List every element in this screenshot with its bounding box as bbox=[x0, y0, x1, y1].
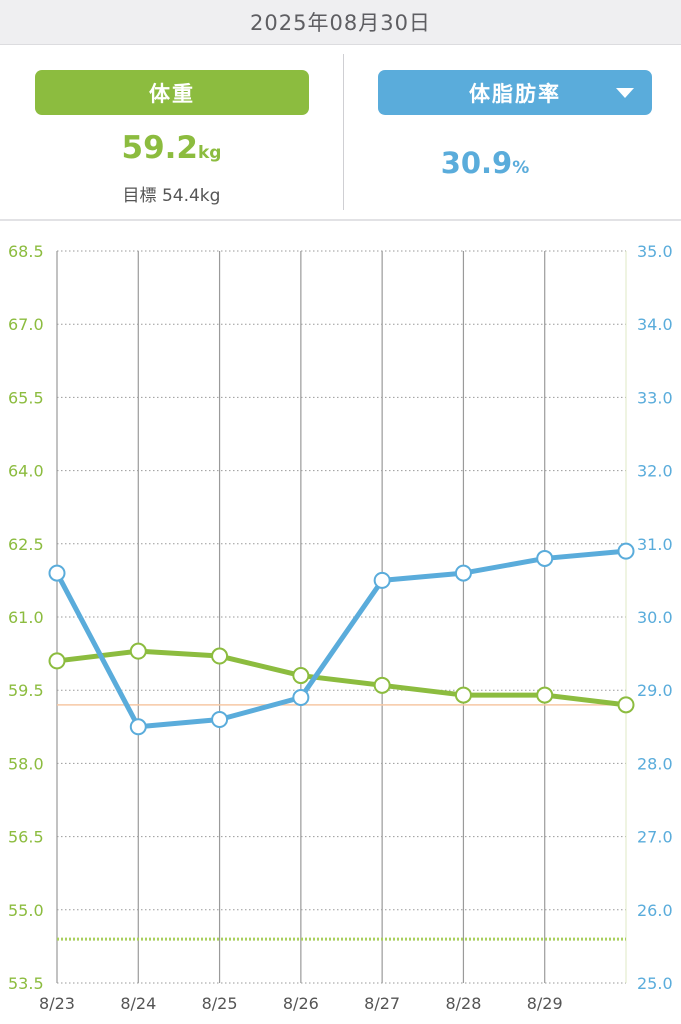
y-right-tick-label: 31.0 bbox=[637, 535, 673, 554]
x-tick-label: 8/28 bbox=[445, 994, 481, 1013]
weight-number: 59.2 bbox=[121, 130, 199, 166]
body-fat-value: 30.9% bbox=[317, 146, 653, 180]
y-right-tick-label: 26.0 bbox=[637, 901, 673, 920]
weight-button[interactable]: 体重 bbox=[35, 70, 309, 115]
weight-value: 59.2kg bbox=[0, 130, 343, 166]
weight-data-point bbox=[617, 696, 635, 714]
weight-panel: 体重 59.2kg 目標 54.4kg bbox=[0, 45, 343, 219]
y-left-tick-label: 58.0 bbox=[8, 754, 44, 773]
y-left-tick-label: 64.0 bbox=[8, 462, 44, 481]
weight-data-point bbox=[454, 686, 472, 704]
y-right-tick-label: 25.0 bbox=[637, 974, 673, 993]
y-right-tick-label: 30.0 bbox=[637, 608, 673, 627]
weight-button-label: 体重 bbox=[149, 81, 195, 106]
y-left-tick-label: 56.5 bbox=[8, 828, 44, 847]
fat-data-point bbox=[48, 564, 66, 582]
panel-divider bbox=[343, 54, 344, 210]
fat-data-point bbox=[211, 710, 229, 728]
fat-series-line bbox=[54, 548, 629, 730]
weight-data-point bbox=[292, 667, 310, 685]
weight-data-point bbox=[536, 686, 554, 704]
x-tick-label: 8/23 bbox=[39, 994, 75, 1013]
weight-unit: kg bbox=[198, 143, 222, 163]
x-tick-label: 8/29 bbox=[527, 994, 563, 1013]
body-fat-number: 30.9 bbox=[440, 146, 513, 180]
fat-data-point bbox=[373, 571, 391, 589]
body-fat-button-label: 体脂肪率 bbox=[469, 81, 561, 106]
fat-panel: 体脂肪率 30.9% bbox=[345, 45, 681, 219]
body-fat-dropdown[interactable]: 体脂肪率 bbox=[378, 70, 652, 115]
weight-data-point bbox=[211, 647, 229, 665]
fat-data-point bbox=[617, 542, 635, 560]
y-right-tick-label: 29.0 bbox=[637, 681, 673, 700]
y-right-tick-label: 34.0 bbox=[637, 315, 673, 334]
y-left-tick-label: 62.5 bbox=[8, 535, 44, 554]
y-left-tick-label: 68.5 bbox=[8, 242, 44, 261]
x-tick-label: 8/26 bbox=[283, 994, 319, 1013]
y-left-tick-label: 55.0 bbox=[8, 901, 44, 920]
fat-data-point bbox=[292, 689, 310, 707]
goal-label: 目標 bbox=[122, 186, 157, 206]
weight-data-point bbox=[373, 676, 391, 694]
y-right-tick-label: 33.0 bbox=[637, 388, 673, 407]
fat-data-point bbox=[454, 564, 472, 582]
y-left-tick-label: 67.0 bbox=[8, 315, 44, 334]
chevron-down-icon bbox=[616, 88, 634, 98]
y-right-tick-label: 28.0 bbox=[637, 754, 673, 773]
goal-weight: 目標 54.4kg bbox=[0, 181, 343, 206]
y-left-tick-label: 65.5 bbox=[8, 388, 44, 407]
fat-data-point bbox=[129, 718, 147, 736]
weight-data-point bbox=[129, 642, 147, 660]
y-left-tick-label: 53.5 bbox=[8, 974, 44, 993]
y-right-tick-label: 35.0 bbox=[637, 242, 673, 261]
y-left-tick-label: 59.5 bbox=[8, 681, 44, 700]
fat-data-point bbox=[536, 549, 554, 567]
weight-bodyfat-chart[interactable]: 68.5 67.0 65.5 64.0 62.5 61.0 59.5 58.0 56.5 55.0… bbox=[0, 221, 681, 1024]
x-tick-label: 8/27 bbox=[364, 994, 400, 1013]
date-header: 2025年08月30日 bbox=[0, 0, 681, 45]
y-right-tick-label: 27.0 bbox=[637, 828, 673, 847]
weight-series-line bbox=[54, 648, 629, 708]
x-tick-label: 8/24 bbox=[120, 994, 156, 1013]
y-right-tick-label: 32.0 bbox=[637, 462, 673, 481]
weight-data-point bbox=[48, 652, 66, 670]
header-divider bbox=[0, 219, 681, 221]
x-tick-label: 8/25 bbox=[202, 994, 238, 1013]
date-label: 2025年08月30日 bbox=[250, 11, 431, 35]
y-left-tick-label: 61.0 bbox=[8, 608, 44, 627]
goal-value: 54.4kg bbox=[161, 186, 221, 206]
body-fat-unit: % bbox=[512, 158, 530, 178]
